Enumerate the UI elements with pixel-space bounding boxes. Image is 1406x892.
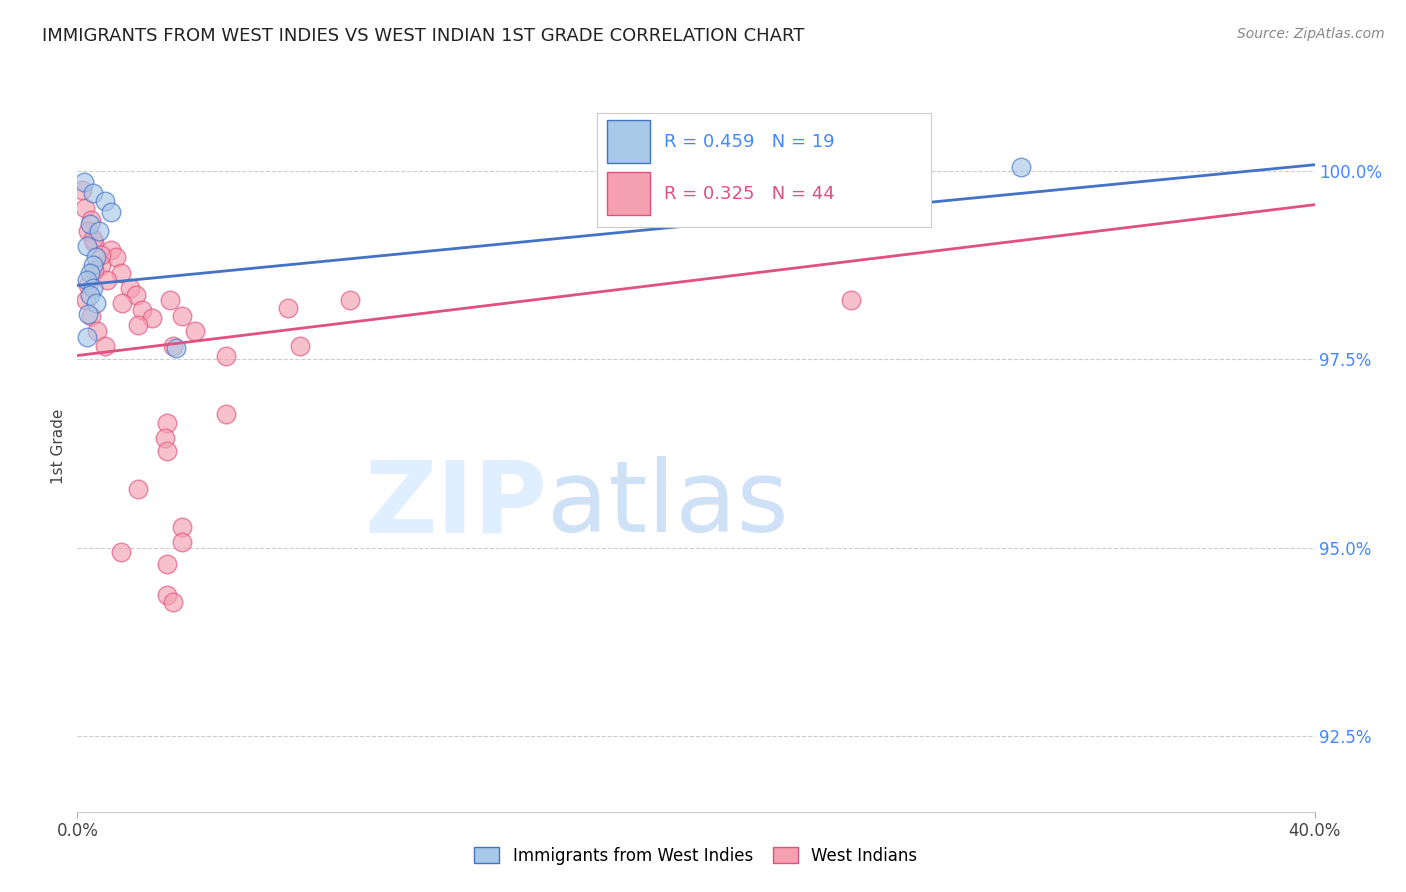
Point — [76, 273, 98, 287]
Point — [70, 183, 93, 197]
Bar — [607, 120, 651, 163]
Point — [82, 186, 104, 201]
Point — [110, 544, 132, 558]
Point — [125, 288, 148, 302]
Point — [90, 258, 111, 272]
Point — [215, 407, 238, 421]
Point — [156, 417, 179, 431]
Point — [86, 324, 108, 338]
Point — [156, 444, 179, 458]
Point — [839, 293, 862, 308]
Point — [79, 217, 101, 231]
Legend: Immigrants from West Indies, West Indians: Immigrants from West Indies, West Indian… — [467, 838, 925, 873]
Point — [100, 205, 122, 219]
Point — [77, 307, 100, 321]
Text: R = 0.459   N = 19: R = 0.459 N = 19 — [664, 133, 834, 151]
Point — [110, 266, 132, 280]
Y-axis label: 1st Grade: 1st Grade — [51, 409, 66, 483]
Point — [94, 339, 117, 353]
Point — [165, 341, 187, 355]
Point — [75, 202, 96, 216]
Point — [82, 280, 104, 294]
Point — [762, 183, 785, 197]
Point — [77, 278, 100, 293]
Point — [162, 339, 184, 353]
Text: atlas: atlas — [547, 456, 789, 553]
Point — [159, 293, 181, 308]
Point — [127, 482, 149, 496]
Point — [1010, 160, 1032, 174]
Point — [83, 263, 105, 277]
Point — [96, 273, 118, 287]
Point — [172, 534, 194, 549]
Point — [76, 239, 98, 253]
Point — [172, 309, 194, 323]
Point — [87, 224, 110, 238]
Point — [72, 175, 94, 189]
Point — [80, 309, 103, 323]
Point — [80, 212, 103, 227]
Point — [100, 243, 122, 257]
Point — [76, 329, 98, 343]
Point — [156, 558, 179, 572]
Point — [111, 295, 134, 310]
Point — [277, 301, 299, 315]
Point — [79, 266, 101, 280]
Point — [155, 432, 177, 446]
Bar — [607, 172, 651, 215]
Point — [127, 318, 149, 333]
Text: Source: ZipAtlas.com: Source: ZipAtlas.com — [1237, 27, 1385, 41]
Point — [156, 588, 179, 602]
Point — [75, 293, 97, 308]
Text: ZIP: ZIP — [364, 456, 547, 553]
Point — [79, 288, 101, 302]
Point — [82, 258, 104, 272]
Point — [105, 251, 127, 265]
Text: R = 0.325   N = 44: R = 0.325 N = 44 — [664, 185, 835, 202]
Point — [90, 248, 111, 262]
Point — [82, 232, 104, 246]
Point — [339, 293, 361, 308]
Point — [215, 349, 238, 363]
Point — [84, 251, 107, 265]
Point — [131, 303, 153, 318]
Point — [84, 295, 107, 310]
Point — [162, 595, 184, 609]
Point — [83, 235, 105, 250]
Point — [184, 324, 207, 338]
Point — [77, 224, 100, 238]
Point — [118, 280, 141, 294]
Point — [141, 310, 163, 325]
Point — [288, 339, 311, 353]
Text: IMMIGRANTS FROM WEST INDIES VS WEST INDIAN 1ST GRADE CORRELATION CHART: IMMIGRANTS FROM WEST INDIES VS WEST INDI… — [42, 27, 804, 45]
Point — [172, 519, 194, 533]
Point — [94, 194, 117, 208]
